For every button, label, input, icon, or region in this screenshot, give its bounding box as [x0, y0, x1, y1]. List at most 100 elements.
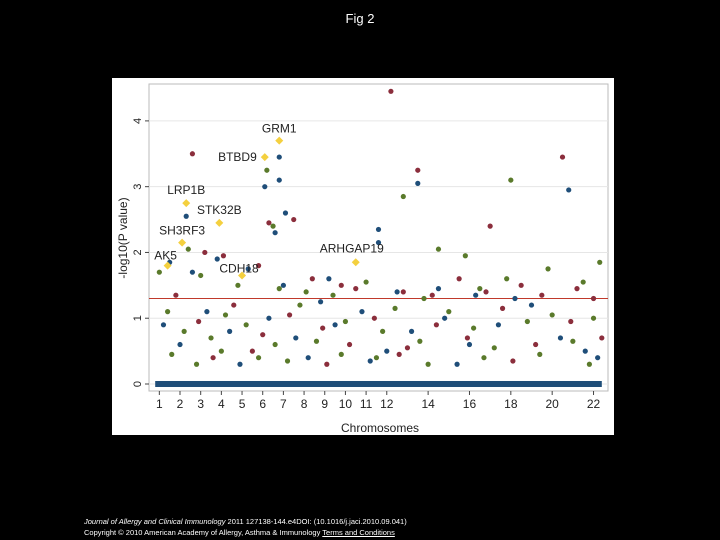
- snp-point-maroon: [371, 315, 377, 321]
- snp-point-maroon: [173, 292, 179, 298]
- snp-point-blue: [415, 180, 421, 186]
- snp-point-green: [504, 276, 510, 282]
- snp-point-maroon: [429, 292, 435, 298]
- snp-point-green: [313, 338, 320, 344]
- snp-point-blue: [595, 355, 601, 361]
- snp-point-maroon: [396, 351, 402, 357]
- snp-point-green: [545, 266, 551, 272]
- snp-point-green: [222, 312, 229, 318]
- gene-hit-marker: [182, 199, 191, 208]
- snp-point-maroon: [574, 286, 580, 292]
- snp-point-maroon: [483, 289, 489, 295]
- x-tick-label: 11: [360, 397, 373, 411]
- snp-point-green: [338, 351, 344, 357]
- x-tick-label: 2: [177, 397, 184, 411]
- plot-area: [148, 83, 609, 392]
- snp-point-green: [524, 318, 530, 325]
- snp-point-blue: [528, 302, 535, 308]
- snp-point-green: [435, 246, 442, 252]
- snp-point-green: [400, 193, 406, 200]
- snp-point-maroon: [404, 345, 411, 351]
- snp-point-green: [284, 358, 291, 364]
- snp-point-maroon: [464, 335, 471, 341]
- snp-point-blue: [454, 361, 460, 367]
- snp-point-green: [342, 318, 349, 325]
- snp-point-green: [425, 361, 431, 367]
- terms-link[interactable]: Terms and Conditions: [322, 528, 395, 537]
- snp-point-green: [255, 355, 262, 361]
- snp-point-green: [549, 312, 555, 318]
- snp-point-blue: [305, 355, 311, 361]
- snp-point-blue: [566, 187, 572, 193]
- snp-point-green: [392, 305, 398, 311]
- snp-point-blue: [332, 322, 338, 328]
- x-tick-label: 7: [280, 397, 287, 411]
- snp-point-blue: [189, 269, 196, 275]
- x-tick-label: 14: [421, 397, 435, 411]
- snp-point-blue: [384, 348, 390, 354]
- snp-point-maroon: [599, 335, 605, 341]
- y-tick-label: 0: [132, 381, 144, 387]
- data-points: [156, 88, 605, 367]
- x-tick-label: 1: [156, 397, 163, 411]
- snp-point-blue: [375, 239, 382, 246]
- x-tick-label: 22: [587, 397, 601, 411]
- gene-hit-marker: [163, 261, 172, 270]
- snp-point-green: [185, 246, 191, 252]
- snp-point-green: [491, 345, 497, 351]
- citation-line-1: Journal of Allergy and Clinical Immunolo…: [84, 516, 407, 527]
- snp-point-blue: [183, 213, 189, 219]
- y-tick-label: 2: [132, 249, 144, 255]
- x-tick-label: 16: [463, 397, 477, 411]
- gene-hit-marker: [260, 153, 269, 162]
- snp-point-blue: [293, 335, 299, 341]
- snp-point-blue: [326, 276, 332, 282]
- snp-point-green: [330, 292, 336, 298]
- snp-point-maroon: [456, 276, 462, 282]
- snp-point-blue: [512, 295, 518, 302]
- snp-point-green: [303, 289, 309, 295]
- snp-point-maroon: [324, 361, 330, 367]
- snp-point-green: [243, 322, 249, 328]
- snp-point-maroon: [338, 282, 344, 288]
- snp-point-green: [590, 315, 597, 321]
- snp-point-blue: [245, 266, 251, 272]
- snp-point-blue: [318, 299, 324, 305]
- snp-point-blue: [473, 292, 479, 298]
- x-tick-label: 5: [239, 397, 246, 411]
- snp-point-blue: [160, 322, 167, 328]
- x-tick-label: 18: [504, 397, 518, 411]
- snp-point-green: [181, 328, 187, 334]
- y-axis: 0 1 2 3 4: [132, 118, 149, 387]
- snp-point-green: [198, 272, 204, 279]
- x-tick-label: 3: [197, 397, 204, 411]
- snp-point-blue: [359, 309, 365, 315]
- snp-point-green: [481, 355, 487, 361]
- x-tick-label: 12: [380, 397, 394, 411]
- snp-point-blue: [282, 210, 289, 216]
- snp-point-maroon: [400, 289, 406, 295]
- x-tick-label: 8: [301, 397, 308, 411]
- snp-point-maroon: [353, 286, 359, 292]
- snp-point-maroon: [196, 318, 202, 325]
- snp-point-maroon: [320, 325, 326, 331]
- gene-label: CDH18: [219, 261, 259, 275]
- gene-hit-marker: [275, 136, 284, 145]
- gene-label: GRM1: [262, 122, 297, 136]
- snp-point-blue: [276, 154, 282, 160]
- snp-point-green: [421, 295, 427, 302]
- snp-point-maroon: [210, 355, 216, 361]
- snp-point-green: [380, 328, 386, 334]
- page-title: Fig 2: [345, 11, 375, 26]
- citation-line-2: Copyright © 2010 American Academy of All…: [84, 527, 407, 538]
- x-axis: 1 2 3 4 5 6 7 8 9 10 11 12 14 16 18 20 22: [156, 391, 601, 411]
- snp-point-maroon: [518, 282, 524, 288]
- snp-point-maroon: [286, 312, 293, 318]
- gene-label: STK32B: [197, 203, 242, 217]
- x-tick-label: 20: [545, 397, 559, 411]
- snp-point-green: [276, 286, 282, 292]
- snp-point-green: [165, 309, 171, 315]
- gene-labels: GRM1 BTBD9 LRP1B STK32B SH3RF3 AK5 CDH18 ARHGAP…: [154, 122, 384, 276]
- snp-point-maroon: [415, 167, 421, 173]
